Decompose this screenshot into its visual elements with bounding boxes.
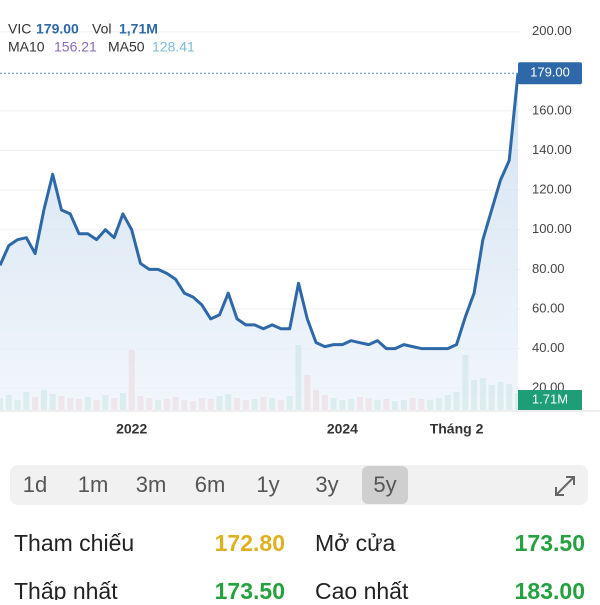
stat-value: 173.50 [515,530,585,556]
y-tick-label: 140.00 [532,142,572,157]
range-tab[interactable]: 3y [315,472,338,497]
ma50: 128.41 [152,39,195,55]
volume-badge [518,390,582,410]
tab-selected [362,466,408,504]
y-tick-label: 200.00 [532,23,572,38]
x-tick-label: 2024 [327,421,358,437]
range-tab[interactable]: 5y [373,472,396,497]
volume-label: 1.71M [532,391,568,406]
range-tab[interactable]: 1d [23,472,47,497]
stat-value: 172.80 [215,530,285,556]
range-tab[interactable]: 6m [195,472,226,497]
expand-icon[interactable] [555,476,575,496]
tab-bar [10,465,588,505]
ma10: 156.21 [54,39,97,55]
y-tick-label: 160.00 [532,102,572,117]
last-price-label: 179.00 [530,65,570,80]
price: 179.00 [36,21,79,37]
range-tab[interactable]: 1y [256,472,279,497]
y-tick-label: 40.00 [532,340,565,355]
stat-label: Tham chiếu [14,530,134,556]
symbol: VIC [8,21,31,37]
stat-value: 183.00 [515,578,585,600]
vol-label: Vol [92,21,111,37]
vol: 1,71M [119,21,158,37]
stat-value: 173.50 [215,578,285,600]
y-tick-label: 80.00 [532,261,565,276]
x-tick-label: Tháng 2 [430,421,484,437]
y-tick-label: 120.00 [532,182,572,197]
range-tab[interactable]: 1m [78,472,109,497]
stat-label: Mở cửa [315,530,396,556]
ma10-label: MA10 [8,39,45,55]
y-tick-label: 60.00 [532,300,565,315]
range-tab[interactable]: 3m [136,472,167,497]
stat-label: Cao nhất [315,578,409,600]
ma50-label: MA50 [108,39,145,55]
chart: 20.0040.0060.0080.00100.00120.00140.0016… [0,23,600,437]
price-line [0,73,520,351]
stat-label: Thấp nhất [14,578,118,600]
y-tick-label: 100.00 [532,221,572,236]
x-tick-label: 2022 [116,421,147,437]
price-area [0,73,518,410]
last-price-badge [518,62,582,85]
